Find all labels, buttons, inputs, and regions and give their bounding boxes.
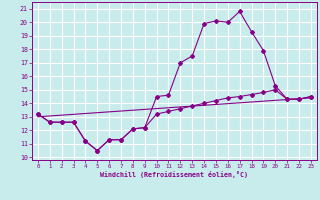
X-axis label: Windchill (Refroidissement éolien,°C): Windchill (Refroidissement éolien,°C)	[100, 171, 248, 178]
